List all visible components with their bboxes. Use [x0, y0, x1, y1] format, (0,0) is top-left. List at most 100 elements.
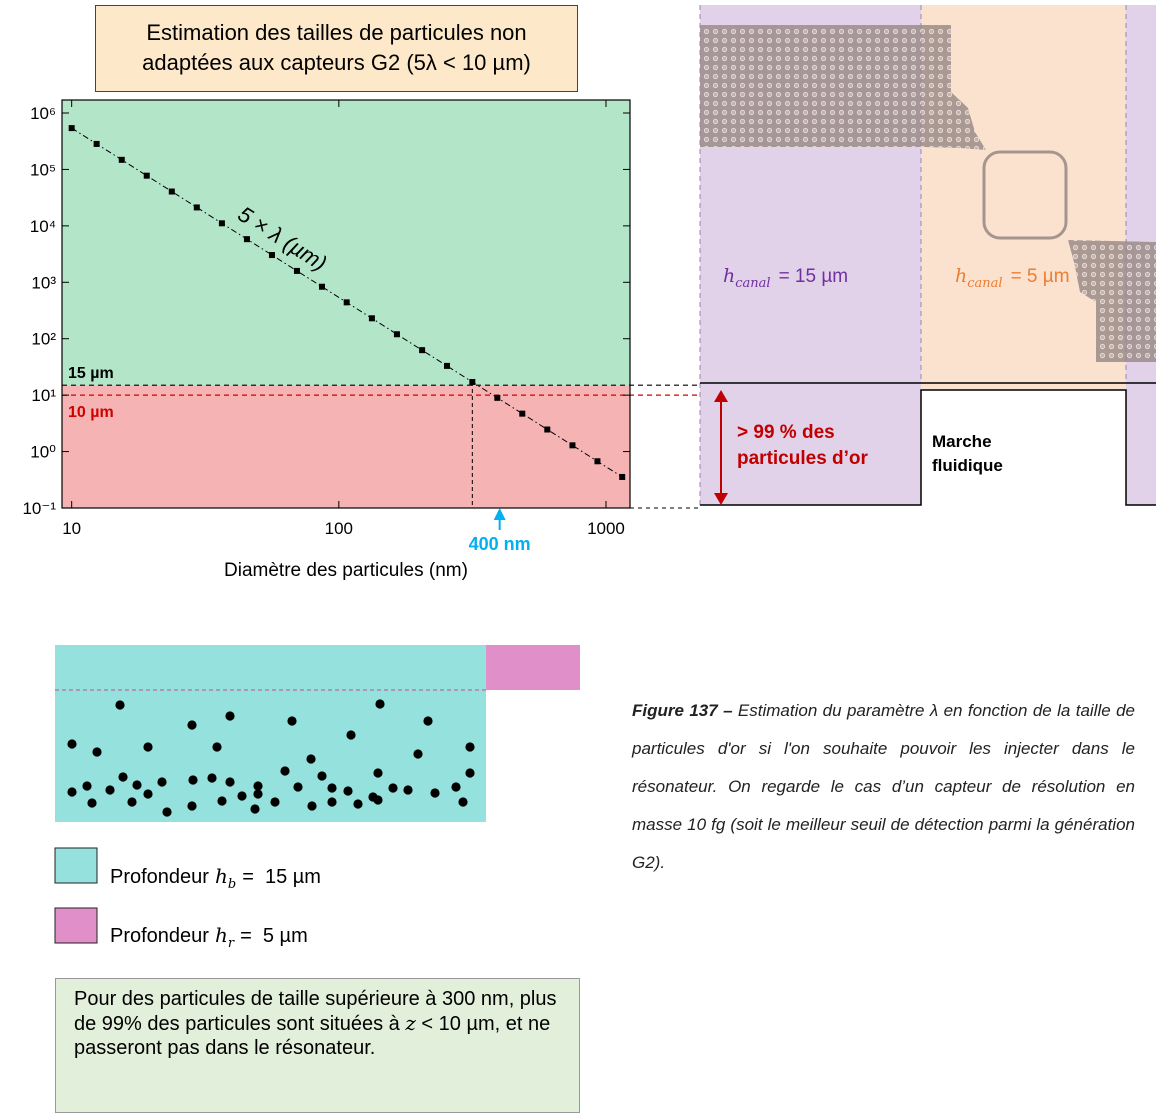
arrow-label: > 99 % des — [737, 422, 835, 443]
particle — [465, 742, 475, 752]
region — [62, 385, 630, 508]
data-point — [68, 125, 75, 132]
y-tick-label: 10⁵ — [30, 160, 56, 179]
particle — [465, 768, 475, 778]
data-point — [419, 347, 426, 354]
pillar-array — [700, 25, 921, 147]
data-point — [443, 362, 450, 369]
channel-diagram: hcanal = 15 µm hcanal = 5 µm > 99 % des pa… — [699, 5, 1156, 506]
particle — [280, 766, 290, 776]
particle — [317, 771, 327, 781]
particle — [188, 775, 198, 785]
arrow-head — [714, 390, 728, 402]
note-text: Pour des particules de taille supérieure… — [74, 988, 557, 1035]
particle — [132, 780, 142, 790]
threshold-label: 10 µm — [68, 404, 114, 421]
x-tick-label: 10 — [62, 519, 81, 538]
data-point — [93, 140, 100, 147]
legend-swatch — [54, 847, 98, 884]
data-point — [569, 442, 576, 449]
particle — [225, 711, 235, 721]
data-point — [168, 188, 175, 195]
particle — [270, 797, 280, 807]
particle — [413, 749, 423, 759]
y-tick-label: 10¹ — [31, 386, 56, 405]
y-tick-label: 10⁰ — [30, 443, 56, 462]
deep-zone — [55, 645, 486, 822]
particle — [423, 716, 433, 726]
particles — [67, 699, 475, 817]
particle — [403, 785, 413, 795]
symbol: z — [405, 1011, 416, 1035]
particle — [212, 742, 222, 752]
data-point — [118, 156, 125, 163]
particle — [92, 747, 102, 757]
particle — [118, 772, 128, 782]
particle — [67, 787, 77, 797]
particle — [375, 699, 385, 709]
x-axis-label: Diamètre des particules (nm) — [224, 560, 468, 581]
symbol: h — [215, 923, 228, 947]
particle — [346, 730, 356, 740]
data-point — [143, 172, 150, 179]
legend-value: = 5 µm — [240, 925, 308, 947]
legend-text: Profondeur — [110, 866, 209, 888]
data-point — [193, 204, 200, 211]
y-tick-label: 10⁻¹ — [22, 499, 56, 518]
marker-arrow-head — [493, 508, 506, 520]
data-point — [619, 473, 626, 480]
particle — [353, 799, 363, 809]
particle — [162, 807, 172, 817]
data-point — [343, 299, 350, 306]
value: = 5 µm — [1011, 266, 1070, 287]
depth-diagram: Profondeur hb = 15 µm Profondeur hr = 5 µm — [54, 645, 580, 951]
data-point — [519, 410, 526, 417]
legend-value: = 15 µm — [242, 866, 321, 888]
particle — [67, 739, 77, 749]
particle — [187, 801, 197, 811]
y-tick-label: 10² — [31, 330, 56, 349]
band-shallow — [921, 5, 1126, 383]
x-tick-label: 1000 — [587, 519, 625, 538]
particle — [187, 720, 197, 730]
particle — [82, 781, 92, 791]
symbol: h — [215, 864, 228, 888]
legend-entry: Profondeur hb = 15 µm — [110, 864, 321, 892]
band-shallow — [921, 383, 1126, 390]
plot: 15 µm 10 µm 10⁻¹ 10⁰ 10¹ 10² 10³ 10⁴ 10⁵ 10⁶ 10 100… — [22, 99, 870, 581]
depth-label: hcanal = 15 µm — [723, 265, 848, 291]
legend-text: Profondeur — [110, 925, 209, 947]
legend-entry: Profondeur hr = 5 µm — [110, 923, 308, 951]
data-point — [218, 220, 225, 227]
step-label: fluidique — [932, 456, 1003, 475]
particle — [327, 783, 337, 793]
symbol: h — [723, 265, 735, 287]
particle — [253, 789, 263, 799]
threshold-label: 15 µm — [68, 365, 114, 382]
y-tick-label: 10³ — [31, 273, 56, 292]
marker-label: 400 nm — [469, 534, 531, 554]
particle — [430, 788, 440, 798]
subscript: r — [228, 936, 235, 951]
subscript: canal — [735, 276, 770, 291]
particle — [157, 777, 167, 787]
particle — [306, 754, 316, 764]
particle — [105, 785, 115, 795]
data-point — [319, 283, 326, 290]
particle — [250, 804, 260, 814]
particle — [127, 797, 137, 807]
region — [62, 100, 630, 386]
data-point — [293, 267, 300, 274]
particle — [388, 783, 398, 793]
data-point — [494, 394, 501, 401]
taper — [921, 25, 986, 150]
caption: Figure 137 – Estimation du paramètre λ e… — [632, 692, 1135, 882]
step-label: Marche — [932, 432, 992, 451]
step-outline — [700, 389, 1156, 506]
depth-label: hcanal = 5 µm — [955, 265, 1070, 291]
caption-label: Figure 137 – — [632, 701, 733, 720]
particle — [373, 768, 383, 778]
